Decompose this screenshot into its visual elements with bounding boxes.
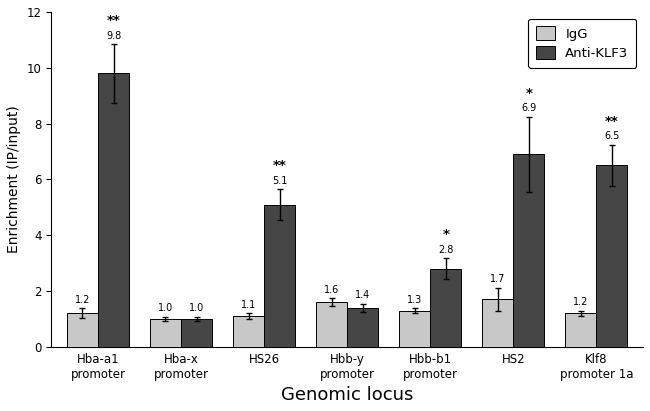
Bar <box>482 300 514 347</box>
Text: 1.2: 1.2 <box>75 295 90 305</box>
Bar <box>150 319 181 347</box>
Text: 1.4: 1.4 <box>355 290 370 300</box>
Text: 6.5: 6.5 <box>604 131 619 141</box>
Text: 1.2: 1.2 <box>573 297 588 307</box>
Bar <box>181 319 212 347</box>
Text: 6.9: 6.9 <box>521 103 536 113</box>
X-axis label: Genomic locus: Genomic locus <box>281 386 413 404</box>
Text: 9.8: 9.8 <box>106 31 121 41</box>
Text: 1.1: 1.1 <box>241 300 256 310</box>
Legend: IgG, Anti-KLF3: IgG, Anti-KLF3 <box>528 18 636 68</box>
Bar <box>264 205 295 347</box>
Bar <box>399 311 430 347</box>
Text: 1.0: 1.0 <box>158 303 173 314</box>
Text: **: ** <box>273 159 287 173</box>
Y-axis label: Enrichment (IP/input): Enrichment (IP/input) <box>7 106 21 253</box>
Bar <box>98 73 129 347</box>
Bar <box>347 308 378 347</box>
Bar <box>430 269 461 347</box>
Bar <box>233 316 264 347</box>
Text: *: * <box>443 229 449 241</box>
Text: **: ** <box>605 115 619 128</box>
Bar <box>67 314 98 347</box>
Text: 1.6: 1.6 <box>324 285 339 295</box>
Bar <box>566 314 596 347</box>
Text: **: ** <box>107 14 120 27</box>
Bar <box>596 166 627 347</box>
Bar <box>514 154 545 347</box>
Text: 1.3: 1.3 <box>407 295 422 305</box>
Bar <box>316 302 347 347</box>
Text: 1.0: 1.0 <box>189 303 204 314</box>
Text: 2.8: 2.8 <box>438 245 454 255</box>
Text: *: * <box>525 87 532 100</box>
Text: 5.1: 5.1 <box>272 176 287 186</box>
Text: 1.7: 1.7 <box>490 275 506 284</box>
